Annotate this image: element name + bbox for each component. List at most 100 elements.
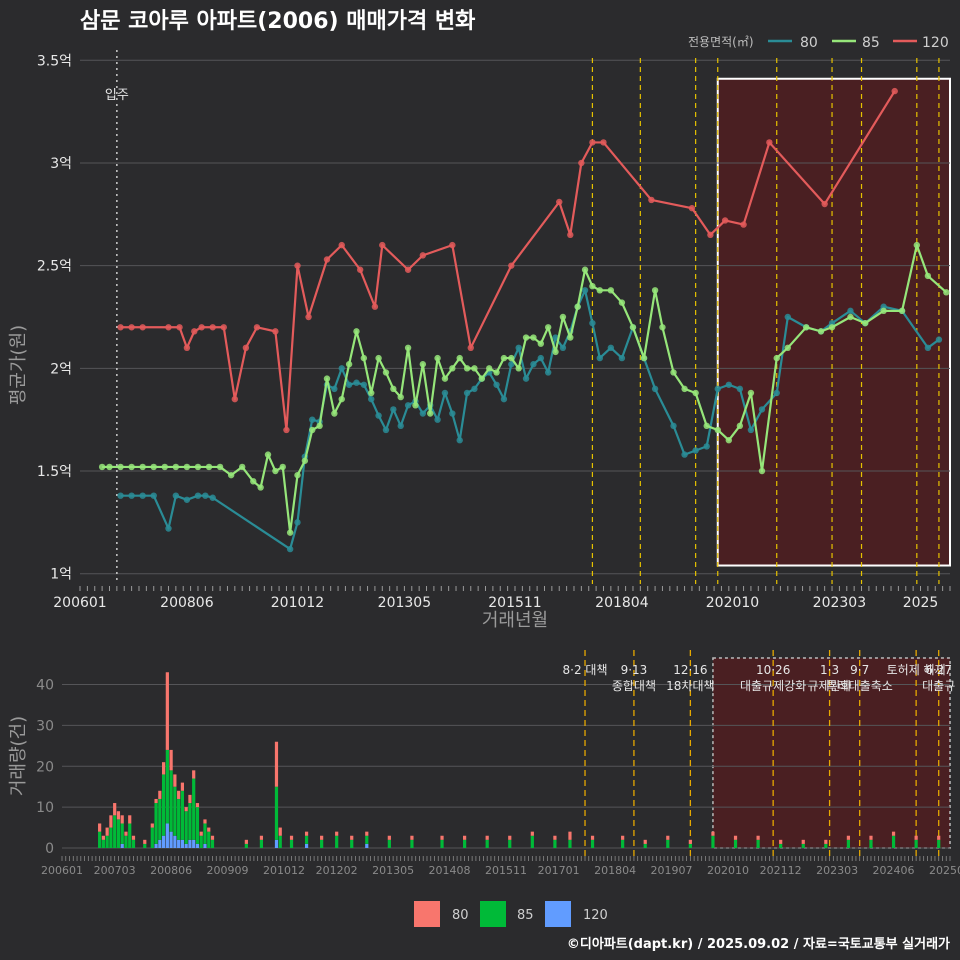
volume-bar-85 [711,835,715,848]
legend-label-85: 85 [862,35,880,51]
data-point-80 [515,344,522,352]
volume-bar-85 [278,835,282,848]
volume-bar-120 [120,843,124,848]
data-point-120 [183,344,191,352]
data-point-85 [747,389,755,397]
volume-bar-85 [150,827,154,848]
volume-plot: 0 10 20 30 40 200601 200703 200806 200909 201012 2… [36,650,960,877]
policy-annotation-label: 토허제 해제 [887,663,946,677]
data-point-120 [198,324,205,331]
volume-bar-85 [169,770,173,832]
data-point-120 [139,324,146,331]
data-point-80 [714,385,721,393]
data-point-85 [117,463,124,471]
data-point-120 [467,344,474,352]
data-point-85 [294,471,301,479]
data-point-120 [176,324,183,331]
data-point-85 [862,319,869,327]
legend-swatch-80 [414,901,440,927]
price-y-tick-label: 1억 [50,567,72,583]
price-x-tick-label: 200601 [53,595,106,611]
data-point-85 [493,369,500,376]
volume-bar-85 [801,843,805,848]
volume-bar-80 [688,839,692,844]
data-point-80 [397,422,404,430]
data-point-85 [309,426,316,434]
series-line-80 [120,289,940,551]
data-point-120 [688,204,696,212]
volume-x-tick-label: 201012 [263,864,305,877]
data-point-80 [596,354,603,362]
volume-bar-120 [188,839,192,848]
data-point-85 [681,385,688,393]
volume-bar-85 [350,839,354,848]
volume-bar-85 [177,798,181,840]
data-point-120 [220,324,227,331]
move-in-label: 입주 [105,88,129,103]
y-axis-title-price: 평균가(원) [8,325,29,405]
volume-bar-80 [350,835,354,840]
volume-bar-120 [195,843,200,848]
data-point-80 [784,313,791,321]
data-point-80 [924,344,932,352]
data-point-85 [659,324,666,331]
price-x-tick-label: 201511 [488,595,541,611]
volume-bar-85 [666,839,670,848]
data-point-80 [117,492,124,499]
data-point-85 [880,307,887,315]
data-point-80 [522,375,530,382]
data-point-85 [194,463,202,471]
data-point-85 [345,361,353,368]
data-point-85 [485,365,493,372]
data-point-85 [404,344,412,352]
price-x-tick-label: 201012 [271,595,324,611]
volume-bar-85 [508,839,512,848]
data-point-80 [128,492,135,499]
volume-bar-85 [756,839,760,848]
data-point-80 [456,437,463,444]
data-point-85 [139,463,146,471]
volume-bar-120 [365,843,369,848]
volume-x-tick-label: 200703 [94,864,136,877]
data-point-85 [758,467,766,475]
data-point-85 [692,389,699,397]
data-point-80 [194,492,202,499]
policy-annotation-label: 8·2 대책 [563,662,608,677]
data-point-85 [128,463,135,471]
volume-bar-80 [463,835,467,840]
volume-bar-80 [177,790,181,799]
price-x-tick-label: 200806 [160,595,214,611]
volume-x-tick-label: 200909 [207,864,249,877]
volume-bar-80 [335,831,339,836]
data-point-120 [567,231,574,239]
data-point-120 [283,426,290,434]
data-point-85 [651,287,659,294]
volume-bar-120 [154,843,158,848]
volume-x-tick-label: 201907 [651,864,693,877]
data-point-120 [117,324,124,331]
data-point-120 [323,256,331,263]
price-y-tick-label: 2.5억 [37,259,72,275]
data-point-120 [449,241,456,249]
data-point-85 [596,287,603,294]
volume-bar-85 [192,778,196,840]
data-point-85 [375,354,382,362]
volume-x-tick-label: 200806 [150,864,192,877]
volume-y-tick-label: 30 [36,718,54,734]
volume-bar-85 [387,839,391,848]
data-point-85 [161,463,168,471]
volume-x-tick-label: 202112 [760,864,802,877]
volume-bar-85 [365,835,369,844]
data-point-85 [412,402,419,409]
data-point-80 [471,385,478,393]
volume-bar-80 [320,835,324,840]
data-point-80 [758,406,766,413]
data-point-120 [766,139,773,146]
series-line-120 [120,90,896,432]
volume-bar-85 [688,843,692,848]
volume-bar-85 [98,831,102,848]
volume-bar-80 [184,807,188,812]
volume-bar-80 [169,749,173,771]
volume-bar-85 [199,835,203,848]
data-point-80 [500,395,508,403]
